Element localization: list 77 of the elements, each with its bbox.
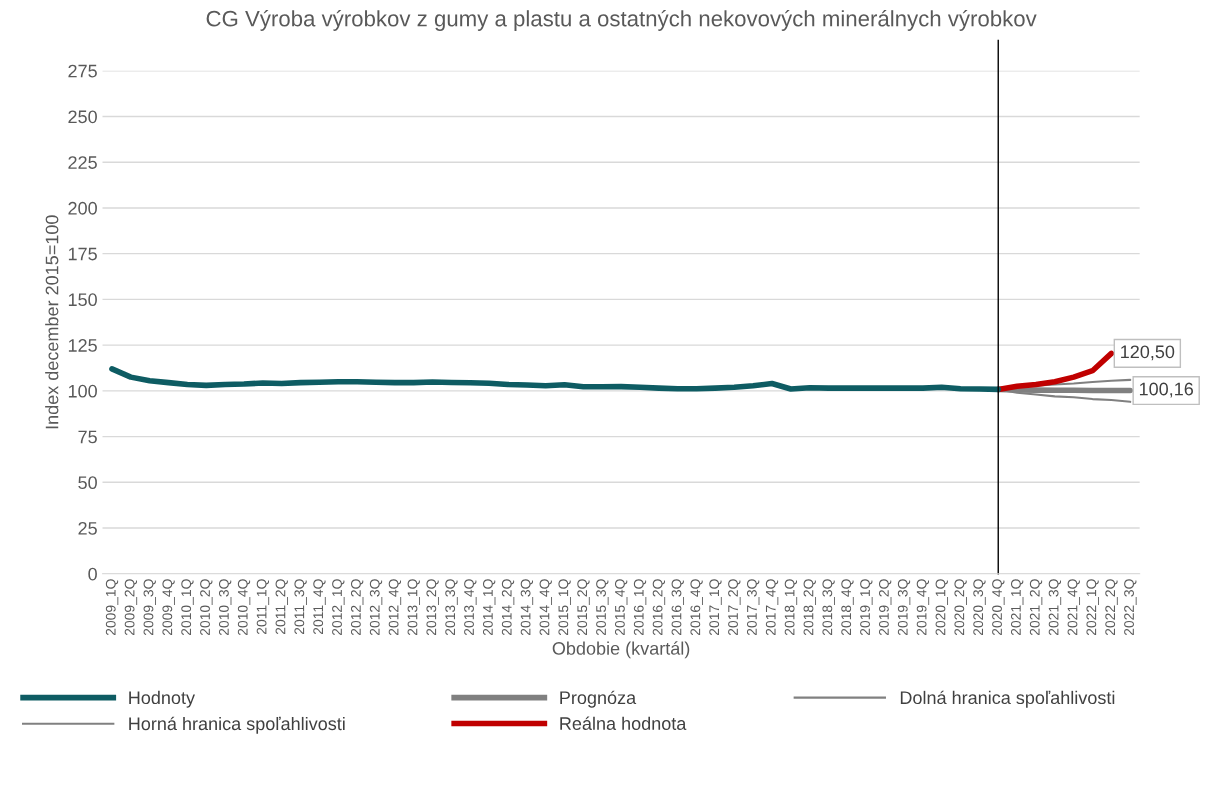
x-tick-label: 2012_2Q bbox=[350, 579, 364, 636]
x-tick-label: 2018_2Q bbox=[803, 579, 817, 636]
x-tick-label: 2017_3Q bbox=[746, 579, 760, 636]
x-tick-label: 2011_2Q bbox=[275, 579, 289, 635]
y-axis-title: Index december 2015=100 bbox=[45, 215, 59, 429]
x-tick-label: 2021_2Q bbox=[1029, 579, 1043, 636]
y-tick-label: 75 bbox=[78, 430, 97, 444]
y-tick-label: 275 bbox=[68, 64, 97, 78]
x-tick-label: 2019_4Q bbox=[916, 579, 930, 636]
legend-label: Reálna hodnota bbox=[560, 716, 687, 730]
y-tick-label: 100 bbox=[68, 384, 97, 398]
x-tick-label: 2019_1Q bbox=[860, 579, 873, 636]
x-tick-label: 2021_4Q bbox=[1067, 579, 1081, 636]
x-tick-label: 2009_1Q bbox=[105, 579, 119, 636]
x-tick-label: 2014_2Q bbox=[501, 579, 515, 636]
x-tick-label: 2019_3Q bbox=[897, 579, 911, 636]
x-tick-label: 2011_1Q bbox=[256, 579, 270, 635]
x-tick-label: 2015_4Q bbox=[614, 579, 628, 636]
x-tick-label: 2017_1Q bbox=[709, 579, 722, 636]
x-tick-label: 2010_1Q bbox=[181, 579, 194, 636]
x-tick-label: 2020_1Q bbox=[935, 579, 949, 636]
x-tick-label: 2021_3Q bbox=[1048, 579, 1062, 636]
chart-title: CG Výroba výrobkov z gumy a plastu a ostatných nekovových minerálnych výrobkov bbox=[206, 9, 1037, 31]
x-tick-label: 2013_4Q bbox=[464, 579, 477, 636]
x-tick-label: 2014_3Q bbox=[520, 579, 534, 636]
x-tick-label: 2009_4Q bbox=[162, 579, 175, 636]
x-tick-label: 2012_3Q bbox=[369, 579, 383, 636]
x-tick-label: 2011_3Q bbox=[294, 579, 307, 635]
x-tick-label: 2020_2Q bbox=[954, 579, 967, 636]
x-tick-label: 2010_4Q bbox=[237, 579, 251, 636]
x-tick-label: 2018_4Q bbox=[841, 579, 854, 636]
legend-label: Prognóza bbox=[560, 690, 637, 708]
x-tick-label: 2017_4Q bbox=[765, 579, 779, 636]
x-tick-label: 2022_1Q bbox=[1086, 579, 1099, 636]
data-label: 100,16 bbox=[1139, 382, 1194, 398]
x-tick-label: 2015_3Q bbox=[596, 579, 609, 636]
y-tick-label: 150 bbox=[68, 293, 97, 307]
x-tick-label: 2012_4Q bbox=[388, 579, 402, 636]
x-tick-label: 2013_3Q bbox=[445, 579, 458, 636]
legend-label: Horná hranica spoľahlivosti bbox=[129, 716, 345, 734]
y-tick-label: 125 bbox=[68, 339, 97, 352]
x-axis-title: Obdobie (kvartál) bbox=[552, 641, 690, 659]
x-tick-label: 2017_2Q bbox=[728, 579, 741, 636]
x-tick-label: 2016_4Q bbox=[690, 579, 703, 636]
x-tick-label: 2010_2Q bbox=[200, 579, 213, 636]
x-tick-label: 2019_2Q bbox=[878, 579, 892, 636]
x-tick-label: 2016_3Q bbox=[671, 579, 685, 636]
x-tick-label: 2018_1Q bbox=[784, 579, 798, 636]
y-tick-label: 175 bbox=[68, 247, 97, 261]
legend-label: Dolná hranica spoľahlivosti bbox=[900, 690, 1115, 708]
x-tick-label: 2012_1Q bbox=[332, 579, 345, 636]
y-tick-label: 200 bbox=[68, 201, 97, 215]
x-tick-label: 2022_2Q bbox=[1105, 579, 1118, 636]
data-label: 120,50 bbox=[1121, 345, 1175, 361]
y-tick-label: 250 bbox=[68, 110, 97, 124]
x-tick-label: 2015_2Q bbox=[577, 579, 590, 636]
y-tick-label: 25 bbox=[78, 521, 97, 535]
x-tick-label: 2021_1Q bbox=[1010, 579, 1024, 636]
x-tick-label: 2010_3Q bbox=[218, 579, 232, 636]
x-tick-label: 2014_1Q bbox=[482, 579, 496, 636]
y-tick-label: 0 bbox=[88, 567, 97, 581]
x-tick-label: 2009_2Q bbox=[124, 579, 138, 636]
x-tick-label: 2015_1Q bbox=[558, 579, 571, 636]
legend-label: Hodnoty bbox=[129, 690, 195, 708]
x-tick-label: 2022_3Q bbox=[1124, 579, 1137, 636]
x-tick-label: 2018_3Q bbox=[822, 579, 835, 636]
x-tick-label: 2014_4Q bbox=[539, 579, 553, 636]
x-tick-label: 2020_4Q bbox=[992, 579, 1005, 636]
x-tick-label: 2016_2Q bbox=[652, 579, 666, 636]
y-tick-label: 50 bbox=[78, 476, 97, 490]
x-tick-label: 2013_2Q bbox=[426, 579, 439, 636]
x-tick-label: 2020_3Q bbox=[973, 579, 986, 636]
y-tick-label: 225 bbox=[68, 156, 97, 169]
x-tick-label: 2011_4Q bbox=[313, 579, 326, 635]
x-tick-label: 2016_1Q bbox=[633, 579, 647, 636]
x-tick-label: 2009_3Q bbox=[143, 579, 157, 636]
x-tick-label: 2013_1Q bbox=[407, 579, 421, 636]
